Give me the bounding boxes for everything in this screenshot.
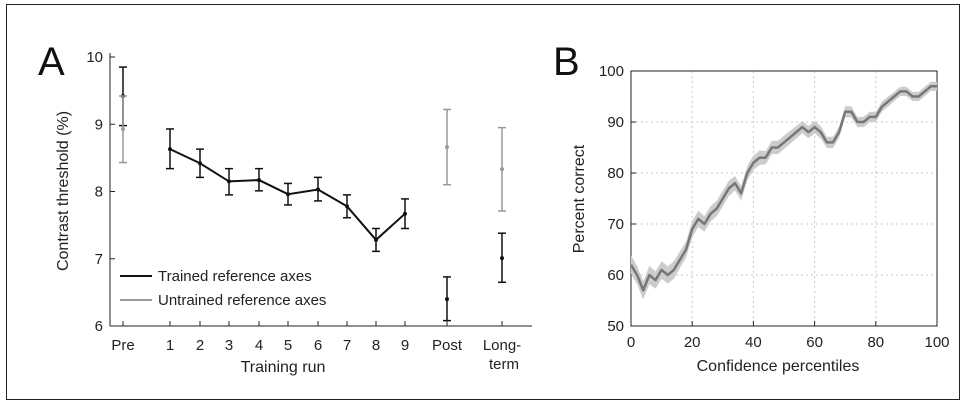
panel-a-data-point [227, 179, 231, 184]
panel-b-x-tick-label: 100 [924, 334, 949, 351]
panel-a-data-point [374, 237, 378, 242]
panel-a-x-tick-label: 8 [372, 337, 380, 354]
panel-a-data-point [403, 211, 407, 216]
panel-a-letter: A [38, 40, 65, 84]
panel-a-y-tick-label: 10 [86, 49, 103, 66]
panel-b-y-tick-label: 90 [607, 114, 624, 131]
panel-a-x-tick-label: Long- [483, 337, 521, 354]
panel-b-x-tick-label: 40 [745, 334, 762, 351]
panel-a-x-tick-label: 9 [401, 337, 409, 354]
panel-b-y-tick-label: 60 [607, 267, 624, 284]
panel-a-data-point [345, 204, 349, 209]
panel-a-data-point [168, 147, 172, 152]
panel-b-x-tick-label: 20 [684, 334, 701, 351]
panel-b-y-tick-label: 80 [607, 165, 624, 182]
panel-a-data-point [257, 178, 261, 183]
panel-a-y-axis-title: Contrast threshold (%) [55, 111, 72, 271]
figure-frame [6, 4, 960, 400]
panel-b-y-tick-label: 70 [607, 216, 624, 233]
panel-b-x-axis-title: Confidence percentiles [697, 358, 860, 375]
panel-a-chart: 6 7 8 9 10 Pre 1 2 3 4 5 6 7 8 9 Post Long-term Training … [55, 49, 532, 376]
panel-b-chart: 0 20 40 60 80 100 50 60 70 80 90 100 Confidence perc… [571, 63, 950, 375]
panel-b-y-tick-label: 100 [599, 63, 624, 80]
panel-a-data-point [500, 256, 504, 261]
panel-b-confidence-band [631, 81, 937, 300]
panel-a-data-point [286, 192, 290, 197]
panel-a-data-point [500, 167, 504, 172]
panel-a-data-point [198, 161, 202, 166]
panel-a-x-tick-label: term [489, 356, 519, 373]
panel-b-plot-frame [630, 70, 938, 327]
panel-a-x-tick-label: 6 [314, 337, 322, 354]
panel-a-x-tick-label: 2 [196, 337, 204, 354]
panel-a-legend-label: Trained reference axes [158, 268, 312, 285]
panel-a-y-tick-label: 6 [95, 318, 103, 335]
panel-b-x-tick-label: 80 [867, 334, 884, 351]
panel-b-x-tick-label: 0 [627, 334, 635, 351]
panel-a-x-tick-label: 3 [225, 337, 233, 354]
panel-a-data-point [316, 187, 320, 192]
panel-b-y-tick-label: 50 [607, 318, 624, 335]
panel-a-x-tick-label: Post [432, 337, 463, 354]
panel-b-x-tick-label: 60 [806, 334, 823, 351]
panel-a-x-axis-title: Training run [241, 359, 326, 376]
panel-a-y-tick-label: 9 [95, 116, 103, 133]
panel-a-data-point [445, 145, 449, 150]
panel-a-legend-label: Untrained reference axes [158, 292, 326, 309]
panel-a-data-point [121, 126, 125, 131]
panel-a-y-tick-label: 7 [95, 251, 103, 268]
panel-a-x-tick-label: 7 [343, 337, 351, 354]
panel-a-data-point [445, 297, 449, 302]
panel-b-y-axis-title: Percent correct [571, 144, 588, 253]
panel-a-x-tick-label: 1 [166, 337, 174, 354]
panel-b-letter: B [553, 40, 580, 84]
panel-a-x-tick-label: Pre [111, 337, 134, 354]
panel-a-x-tick-label: 4 [255, 337, 263, 354]
panel-b-series-line [629, 85, 937, 292]
panel-a-y-tick-label: 8 [95, 184, 103, 201]
panel-a-x-tick-label: 5 [284, 337, 292, 354]
